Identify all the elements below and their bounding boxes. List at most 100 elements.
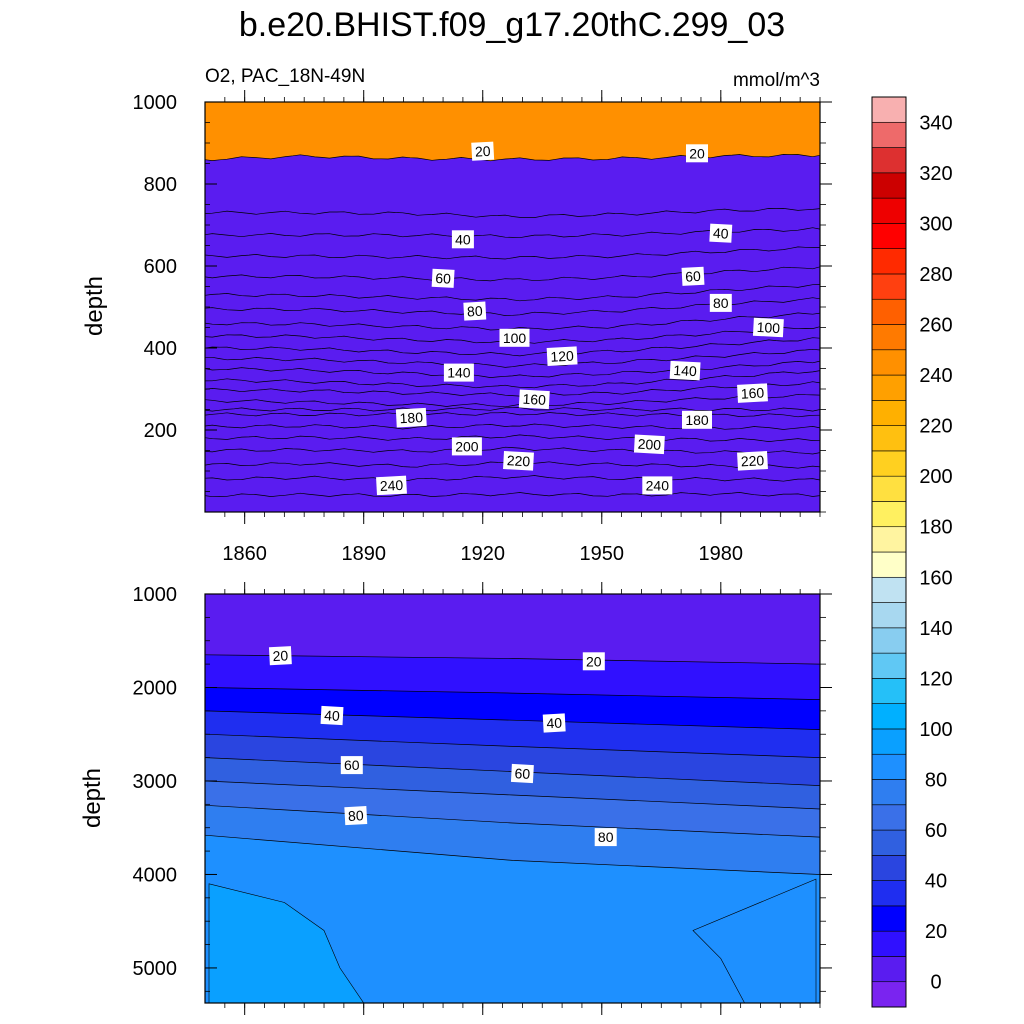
contour-label-box — [633, 434, 665, 455]
contour-label-box — [542, 713, 566, 733]
colorbar-bin — [871, 197, 907, 224]
contour-label-box — [451, 437, 482, 456]
y-tick-label: 600 — [144, 256, 177, 278]
contour-label-box — [669, 360, 701, 381]
colorbar-tick-label: 320 — [919, 163, 952, 185]
x-tick-label: 1890 — [341, 543, 386, 565]
contour-label-text: 100 — [503, 330, 527, 346]
lower-contour-line-70 — [205, 780, 820, 810]
lower-contour-line-50 — [205, 733, 820, 758]
contour-label-text: 60 — [685, 268, 702, 285]
colorbar-tick-label: 300 — [919, 213, 952, 235]
contour-label-text: 80 — [467, 303, 484, 320]
colorbar-bin — [871, 829, 907, 856]
colorbar-bin — [871, 779, 907, 806]
contour-label: 80 — [344, 806, 368, 826]
y-tick-label: 800 — [144, 174, 177, 196]
colorbar-tick-label: 120 — [919, 668, 952, 690]
contour-label-box — [344, 806, 368, 826]
contour-label: 40 — [451, 230, 474, 249]
upper-contour-line-90 — [205, 312, 820, 331]
contour-label: 20 — [582, 652, 605, 671]
contour-label: 80 — [709, 293, 732, 312]
colorbar-bin — [871, 501, 907, 528]
contour-label: 220 — [737, 451, 768, 471]
colorbar-bin — [871, 905, 907, 932]
x-tick-label: 1980 — [699, 543, 744, 565]
y-tick-label: 1000 — [133, 92, 178, 114]
variable-label: O2, PAC_18N-49N — [205, 66, 365, 87]
upper-contour-line-160 — [205, 393, 820, 408]
lower-contour-line-90 — [205, 834, 820, 875]
lower-contour-line-20 — [205, 654, 820, 665]
y-tick-label: 4000 — [133, 864, 178, 886]
colorbar-bin — [871, 804, 907, 831]
lower-panel: 20 20 40 40 60 60 80 80 1000 2000 3000 4000 5000 — [133, 582, 832, 1015]
colorbar-bin — [871, 425, 907, 452]
colorbar-bin — [871, 349, 907, 376]
y-tick-label: 1000 — [133, 584, 178, 606]
lower-contour-line-80 — [205, 804, 820, 838]
x-tick-label: 1950 — [580, 543, 625, 565]
contour-label: 20 — [686, 144, 708, 163]
colorbar-bin — [871, 551, 907, 578]
contour-label-box — [268, 646, 292, 666]
chart-title: b.e20.BHIST.f09_g17.20thC.299_03 — [239, 6, 785, 44]
upper-contour-line-230 — [205, 475, 820, 482]
colorbar-tick-label: 100 — [919, 719, 952, 741]
contour-label: 240 — [376, 475, 407, 496]
contour-label-text: 60 — [514, 765, 531, 782]
contour-label-text: 220 — [506, 452, 530, 469]
contour-label-box — [463, 301, 487, 321]
colorbar-bin — [871, 172, 907, 199]
colorbar-bin — [871, 956, 907, 983]
upper-contour-line-20 — [205, 154, 820, 162]
lower-contour-line-30 — [205, 687, 820, 700]
contour-label-box — [681, 266, 705, 286]
upper-contour-line-60 — [205, 266, 820, 282]
upper-contour-line-30 — [205, 208, 820, 218]
contour-label-text: 20 — [689, 145, 705, 161]
colorbar: 0 20 40 60 80 100 120 140 160 180 200 220 240 260 280 3… — [871, 96, 953, 1008]
colorbar-tick-label: 280 — [919, 264, 952, 286]
x-tick-label: 1920 — [460, 543, 505, 565]
contour-label: 100 — [499, 328, 530, 347]
contour-label-text: 120 — [550, 348, 574, 365]
lower-y-axis-label: depth — [79, 768, 106, 828]
colorbar-tick-label: 140 — [919, 618, 952, 640]
colorbar-bin — [871, 753, 907, 780]
contour-label-text: 40 — [324, 707, 341, 724]
contour-label-box — [320, 705, 344, 726]
contour-label: 40 — [542, 713, 566, 733]
lower-frame — [204, 593, 821, 1004]
contour-label-box — [709, 293, 732, 312]
colorbar-bin — [871, 526, 907, 553]
contour-label: 60 — [510, 763, 534, 784]
contour-label-box — [682, 410, 712, 429]
colorbar-bin — [871, 602, 907, 629]
upper-panel: 240 240 220 220 200 200 180 180 160 160 140 140 120 1… — [133, 90, 832, 565]
colorbar-bin — [871, 96, 907, 123]
contour-label-box — [340, 756, 363, 775]
contour-label: 220 — [503, 451, 534, 471]
contour-label: 40 — [320, 705, 344, 726]
upper-contour-line-180 — [205, 412, 820, 418]
contour-label: 180 — [395, 407, 427, 428]
contour-label-text: 220 — [740, 452, 764, 469]
contour-label: 20 — [268, 646, 292, 666]
contour-label-box — [518, 389, 550, 410]
upper-y-axis-label: depth — [81, 276, 108, 336]
colorbar-tick-label: 200 — [919, 466, 952, 488]
lower-contour-fills: 20 20 40 40 60 60 80 80 — [205, 594, 820, 1003]
contour-label-box — [431, 268, 455, 288]
contour-label: 180 — [682, 410, 712, 429]
contour-label-box — [395, 407, 427, 428]
colorbar-tick-label: 340 — [919, 112, 952, 134]
colorbar-bin — [871, 273, 907, 300]
y-tick-label: 200 — [144, 420, 177, 442]
contour-label-text: 100 — [756, 319, 780, 336]
contour-label-text: 40 — [713, 225, 730, 242]
colorbar-tick-label: 0 — [930, 972, 941, 994]
contour-label-text: 20 — [272, 647, 289, 664]
colorbar-tick-label: 220 — [919, 416, 952, 438]
